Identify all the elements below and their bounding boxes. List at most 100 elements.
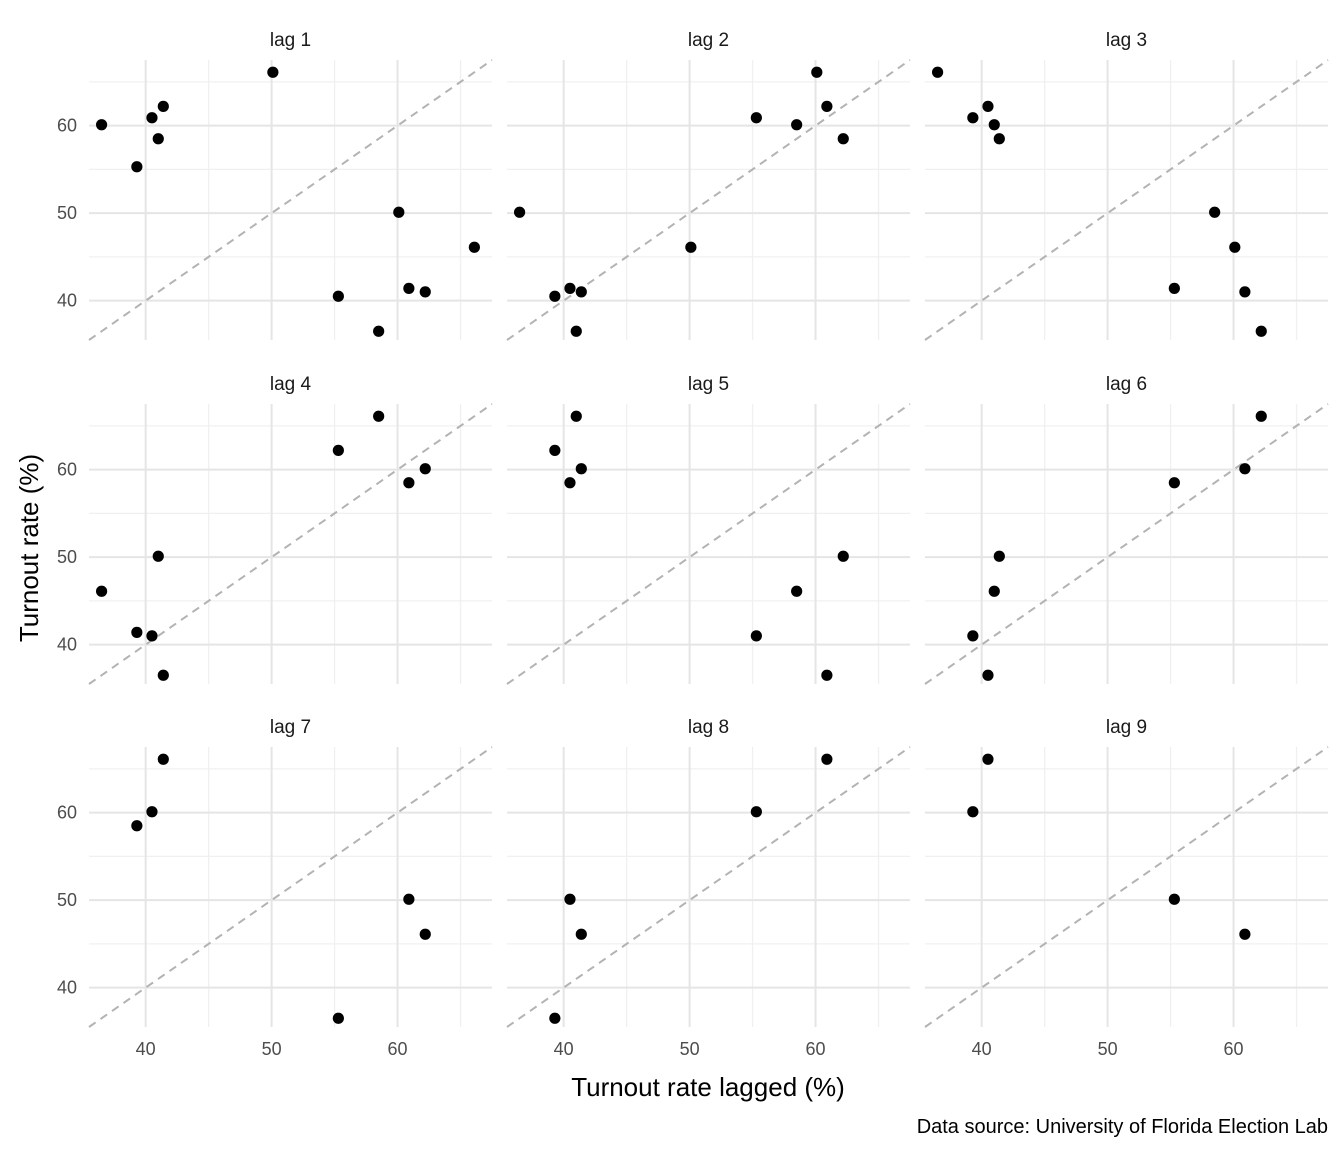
facet-label: lag 9: [1106, 717, 1147, 738]
data-point: [1255, 325, 1267, 337]
y-tick-label: 40: [57, 635, 77, 655]
data-point: [988, 585, 1000, 597]
y-tick-label: 40: [57, 291, 77, 311]
data-point: [967, 806, 979, 818]
data-point: [1209, 206, 1221, 218]
reference-line: [506, 746, 911, 1028]
x-tick-label: 40: [136, 1039, 156, 1059]
panel-6: lag 6: [924, 374, 1329, 685]
caption: Data source: University of Florida Elect…: [917, 1116, 1328, 1138]
data-point: [131, 626, 143, 638]
x-tick-label: 40: [972, 1039, 992, 1059]
data-point: [570, 325, 582, 337]
data-point: [513, 206, 526, 218]
data-point: [403, 477, 415, 489]
reference-line: [924, 59, 1329, 341]
facet-label: lag 6: [1106, 374, 1147, 395]
data-point: [95, 585, 108, 597]
data-point: [146, 630, 158, 642]
facet-label: lag 4: [270, 374, 312, 395]
data-point: [419, 463, 431, 475]
data-point: [152, 550, 164, 562]
panel-3: lag 3: [924, 30, 1329, 341]
y-tick-label: 50: [57, 203, 77, 223]
reference-line: [506, 59, 911, 341]
reference-line: [924, 403, 1329, 685]
data-point: [982, 100, 994, 112]
data-point: [570, 410, 582, 422]
data-point: [575, 928, 587, 940]
facet-label: lag 2: [688, 30, 729, 51]
data-point: [332, 290, 344, 302]
panel-2: lag 2: [506, 30, 911, 341]
data-point: [564, 893, 576, 905]
y-tick-label: 40: [57, 978, 77, 998]
data-point: [332, 444, 344, 456]
data-point: [157, 753, 169, 765]
data-point: [685, 241, 697, 253]
panel-7: lag 7 40 50 60 40 50 60: [57, 717, 493, 1059]
data-point: [750, 112, 762, 124]
data-point: [152, 133, 164, 145]
x-tick-label: 60: [1224, 1039, 1244, 1059]
data-point: [157, 100, 169, 112]
data-point: [131, 820, 143, 832]
data-point: [993, 550, 1005, 562]
reference-line: [88, 403, 493, 685]
facet-label: lag 3: [1106, 30, 1147, 51]
data-point: [811, 66, 823, 78]
data-point: [821, 753, 833, 765]
panel-8: lag 8 40 50 60: [506, 717, 911, 1059]
facet-label: lag 8: [688, 717, 729, 738]
data-point: [575, 286, 587, 298]
facet-label: lag 5: [688, 374, 729, 395]
panel-5: lag 5: [506, 374, 911, 685]
data-point: [791, 585, 803, 597]
data-point: [95, 119, 108, 131]
data-point: [837, 550, 849, 562]
data-point: [146, 112, 158, 124]
x-tick-label: 60: [806, 1039, 826, 1059]
x-tick-label: 40: [554, 1039, 574, 1059]
data-point: [1239, 463, 1251, 475]
data-point: [750, 806, 762, 818]
data-point: [750, 630, 762, 642]
panel-1: lag 1 40 50 60: [57, 30, 493, 341]
panel-9: lag 9 40 50 60: [924, 717, 1329, 1059]
data-point: [1168, 282, 1180, 294]
data-point: [837, 133, 849, 145]
data-point: [131, 161, 143, 173]
data-point: [403, 282, 415, 294]
panel-4: lag 4 40 50 60: [57, 374, 493, 685]
reference-line: [88, 59, 493, 341]
x-tick-label: 50: [1098, 1039, 1118, 1059]
data-point: [564, 477, 576, 489]
y-tick-label: 50: [57, 547, 77, 567]
data-point: [988, 119, 1000, 131]
data-point: [393, 206, 405, 218]
data-point: [791, 119, 803, 131]
x-tick-label: 50: [680, 1039, 700, 1059]
data-point: [982, 753, 994, 765]
data-point: [403, 893, 415, 905]
data-point: [146, 806, 158, 818]
data-point: [373, 410, 385, 422]
data-point: [575, 463, 587, 475]
data-point: [468, 241, 480, 253]
facet-label: lag 1: [270, 30, 311, 51]
data-point: [419, 286, 431, 298]
data-point: [564, 282, 576, 294]
data-point: [549, 290, 561, 302]
y-tick-label: 60: [57, 803, 77, 823]
data-point: [821, 669, 833, 681]
x-axis-title: Turnout rate lagged (%): [571, 1072, 845, 1102]
data-point: [1168, 893, 1180, 905]
data-point: [332, 1012, 344, 1024]
data-point: [1255, 410, 1267, 422]
reference-line: [506, 403, 911, 685]
data-point: [157, 669, 169, 681]
data-point: [549, 1012, 561, 1024]
data-point: [373, 325, 385, 337]
